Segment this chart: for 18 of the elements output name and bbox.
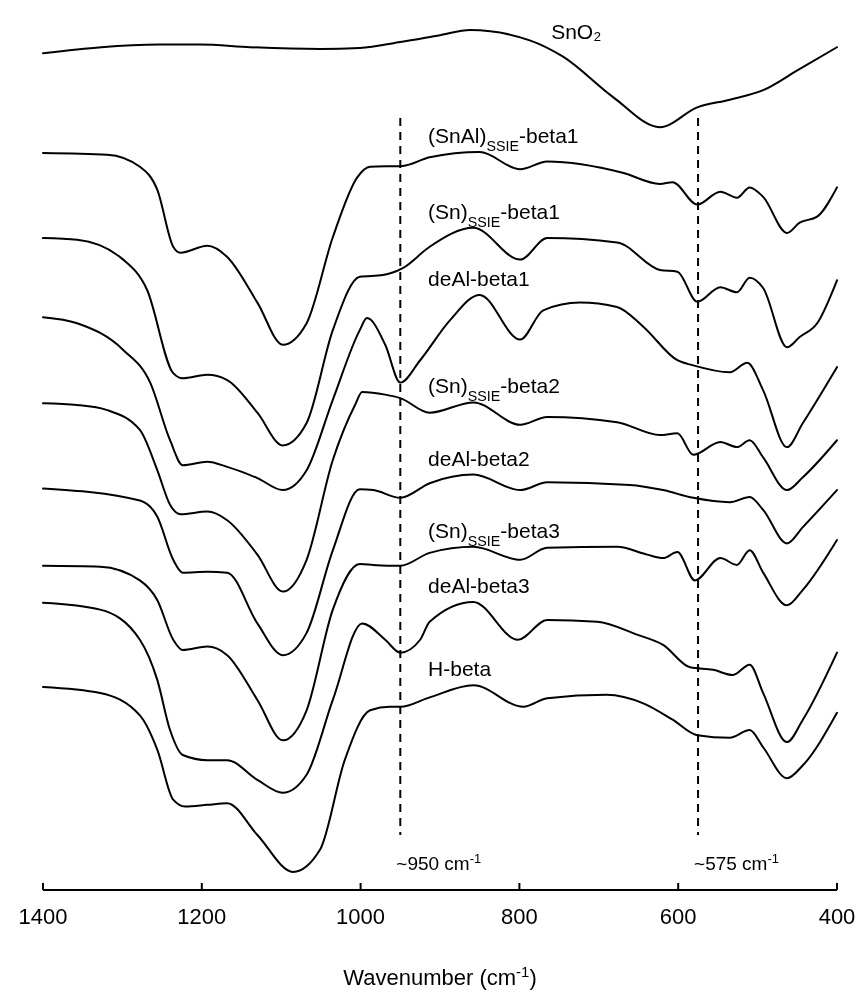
series-label: (Sn)$_{SSIE}$-beta3 [428, 518, 560, 549]
series-label: (Sn)$_{SSIE}$-beta2 [428, 374, 560, 405]
series-label: deAl-beta1 [428, 266, 530, 290]
x-tick-label: 400 [818, 904, 856, 929]
series-label: deAl-beta3 [428, 573, 530, 597]
series-label: deAl-beta2 [428, 446, 530, 470]
x-tick-label: 1000 [336, 904, 386, 929]
x-tick-label: 800 [501, 904, 538, 929]
series-label: SnO₂ [551, 19, 602, 43]
x-tick-label: 1200 [177, 904, 227, 929]
x-tick-label: 600 [659, 904, 697, 929]
x-axis-title: Wavenumber (cm$^{-1}$) [343, 962, 537, 990]
series-label: (Sn)$_{SSIE}$-beta1 [428, 199, 560, 230]
ref-line-label: ~950 cm$^{-1}$ [396, 850, 482, 874]
x-tick-label: 1400 [18, 904, 68, 929]
series-label: (SnAl)$_{SSIE}$-beta1 [428, 124, 579, 155]
series-label: H-beta [428, 657, 492, 681]
ref-line-label: ~575 cm$^{-1}$ [694, 850, 779, 874]
